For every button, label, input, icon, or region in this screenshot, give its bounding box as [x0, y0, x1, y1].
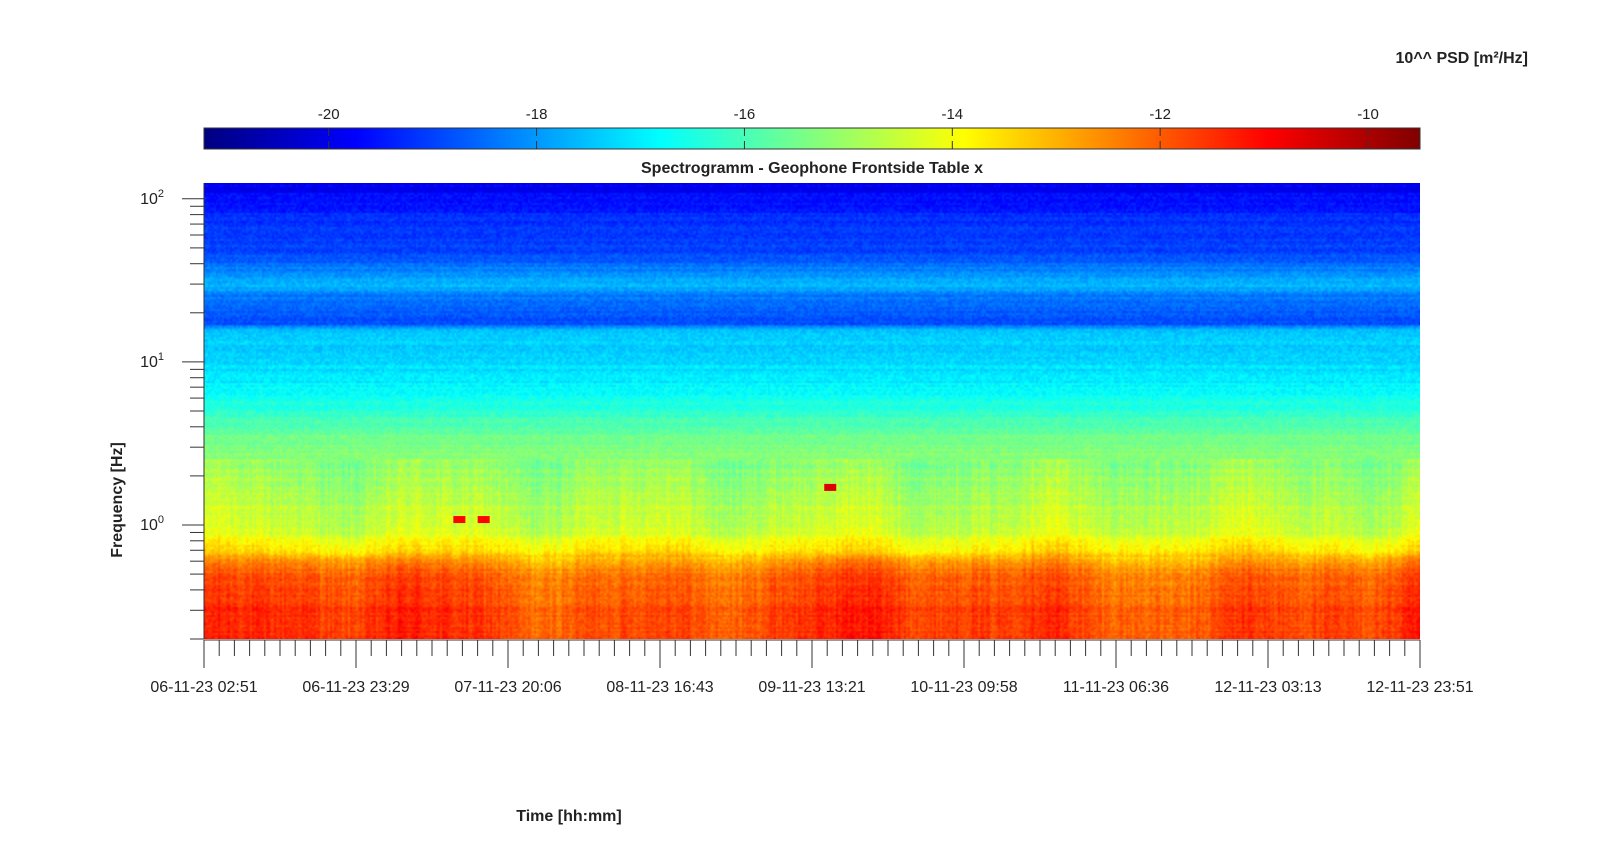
x-tick-label: 06-11-23 02:51 [150, 679, 257, 696]
colorbar-tick-label: -18 [526, 106, 548, 123]
x-axis-label: Time [hh:mm] [516, 808, 621, 825]
annotation-marks [453, 483, 837, 524]
x-tick-label: 10-11-23 09:58 [910, 679, 1017, 696]
chart-title: Spectrogramm - Geophone Frontside Table … [641, 160, 983, 177]
colorbar-ticks: -20 -18 -16 -14 -12 -10 [318, 106, 1379, 149]
colorbar-tick-label: -14 [941, 106, 963, 123]
y-tick-label-exponent: 2 [158, 188, 164, 200]
x-axis: 06-11-23 02:51 06-11-23 23:29 07-11-23 20:… [150, 639, 1474, 696]
colorbar-label: 10^^ PSD [m²/Hz] [1396, 50, 1528, 67]
x-tick-label: 08-11-23 16:43 [606, 679, 713, 696]
x-tick-label: 07-11-23 20:06 [454, 679, 561, 696]
x-ticks: 06-11-23 02:51 06-11-23 23:29 07-11-23 20:… [150, 640, 1474, 696]
plot-area [204, 183, 1420, 639]
x-tick-label: 11-11-23 06:36 [1063, 679, 1169, 696]
colorbar-tick-label: -20 [318, 106, 340, 123]
colorbar: -20 -18 -16 -14 -12 -10 [203, 106, 1421, 150]
y-tick-label: 102 [140, 188, 164, 208]
x-tick-label: 12-11-23 23:51 [1366, 679, 1473, 696]
colorbar-tick-label: -16 [734, 106, 756, 123]
y-tick-label: 101 [140, 351, 164, 371]
colorbar-frame [203, 127, 1421, 150]
y-tick-label-exponent: 1 [158, 351, 164, 363]
x-tick-label: 12-11-23 03:13 [1214, 679, 1321, 696]
colorbar-tick-label: -10 [1357, 106, 1379, 123]
y-tick-label-base: 10 [140, 517, 158, 534]
y-tick-label-base: 10 [140, 354, 158, 371]
x-tick-label: 09-11-23 13:21 [758, 679, 865, 696]
colorbar-tick-label: -12 [1149, 106, 1171, 123]
y-tick-label-exponent: 0 [158, 514, 164, 526]
annotation-mark [477, 516, 490, 524]
annotation-mark [824, 483, 837, 491]
annotation-mark [453, 516, 466, 524]
spectrogram-heatmap [204, 183, 1420, 639]
colorbar-gradient [204, 128, 1420, 149]
x-tick-label: 06-11-23 23:29 [302, 679, 409, 696]
y-axis-label: Frequency [Hz] [109, 442, 126, 558]
y-tick-label-base: 10 [140, 191, 158, 208]
y-tick-label: 100 [140, 514, 164, 534]
